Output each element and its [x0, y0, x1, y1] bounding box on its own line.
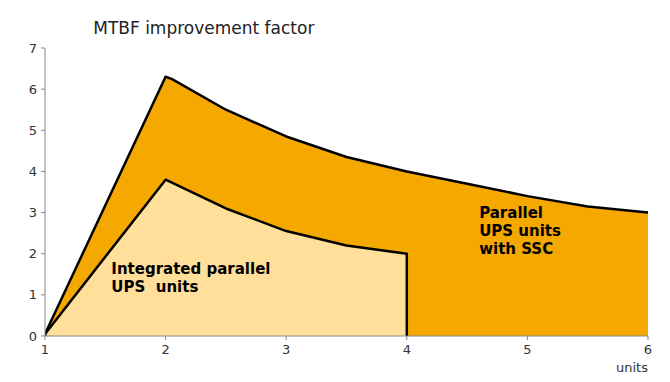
annotation-line: with SSC — [479, 240, 553, 258]
x-tick — [45, 336, 46, 340]
annotation-line: Parallel — [479, 204, 543, 222]
title: MTBF improvement factor — [93, 18, 314, 38]
x-tick — [648, 336, 649, 340]
y-axis-line — [45, 48, 46, 336]
y-tick — [41, 212, 45, 213]
y-tick — [41, 294, 45, 295]
x-tick-label: 6 — [644, 342, 652, 357]
x-axis-label: units — [616, 360, 648, 375]
x-tick-label: 5 — [523, 342, 531, 357]
x-tick — [286, 336, 287, 340]
area-outline — [45, 77, 648, 334]
x-tick-label: 1 — [41, 342, 49, 357]
x-tick-label: 2 — [161, 342, 169, 357]
x-tick-label: 3 — [282, 342, 290, 357]
y-tick — [41, 48, 45, 49]
y-tick — [41, 336, 45, 337]
y-tick-label: 6 — [29, 82, 37, 97]
annotation-line: UPS units — [479, 222, 561, 240]
x-tick-label: 4 — [403, 342, 411, 357]
y-tick-label: 3 — [29, 205, 37, 220]
y-tick — [41, 171, 45, 172]
x-tick — [406, 336, 407, 340]
y-tick-label: 4 — [29, 164, 37, 179]
annotation: Integrated parallelUPS units — [111, 260, 270, 296]
annotation: ParallelUPS unitswith SSC — [479, 204, 561, 258]
areas — [45, 77, 648, 336]
x-tick — [165, 336, 166, 340]
chart: MTBF improvement factor12345601234567uni… — [0, 0, 670, 382]
y-tick-label: 1 — [29, 287, 37, 302]
y-tick-label: 2 — [29, 246, 37, 261]
annotation-line: Integrated parallel — [111, 260, 270, 278]
y-tick — [41, 253, 45, 254]
area-outline — [45, 180, 407, 334]
y-tick — [41, 130, 45, 131]
area-fill — [45, 180, 407, 336]
y-tick — [41, 89, 45, 90]
x-axis-line — [45, 336, 648, 337]
area-fill — [45, 77, 648, 336]
y-tick-label: 5 — [29, 123, 37, 138]
x-tick — [527, 336, 528, 340]
y-tick-label: 7 — [29, 41, 37, 56]
y-tick-label: 0 — [29, 329, 37, 344]
annotation-line: UPS units — [111, 278, 198, 296]
area-edge — [406, 254, 409, 336]
